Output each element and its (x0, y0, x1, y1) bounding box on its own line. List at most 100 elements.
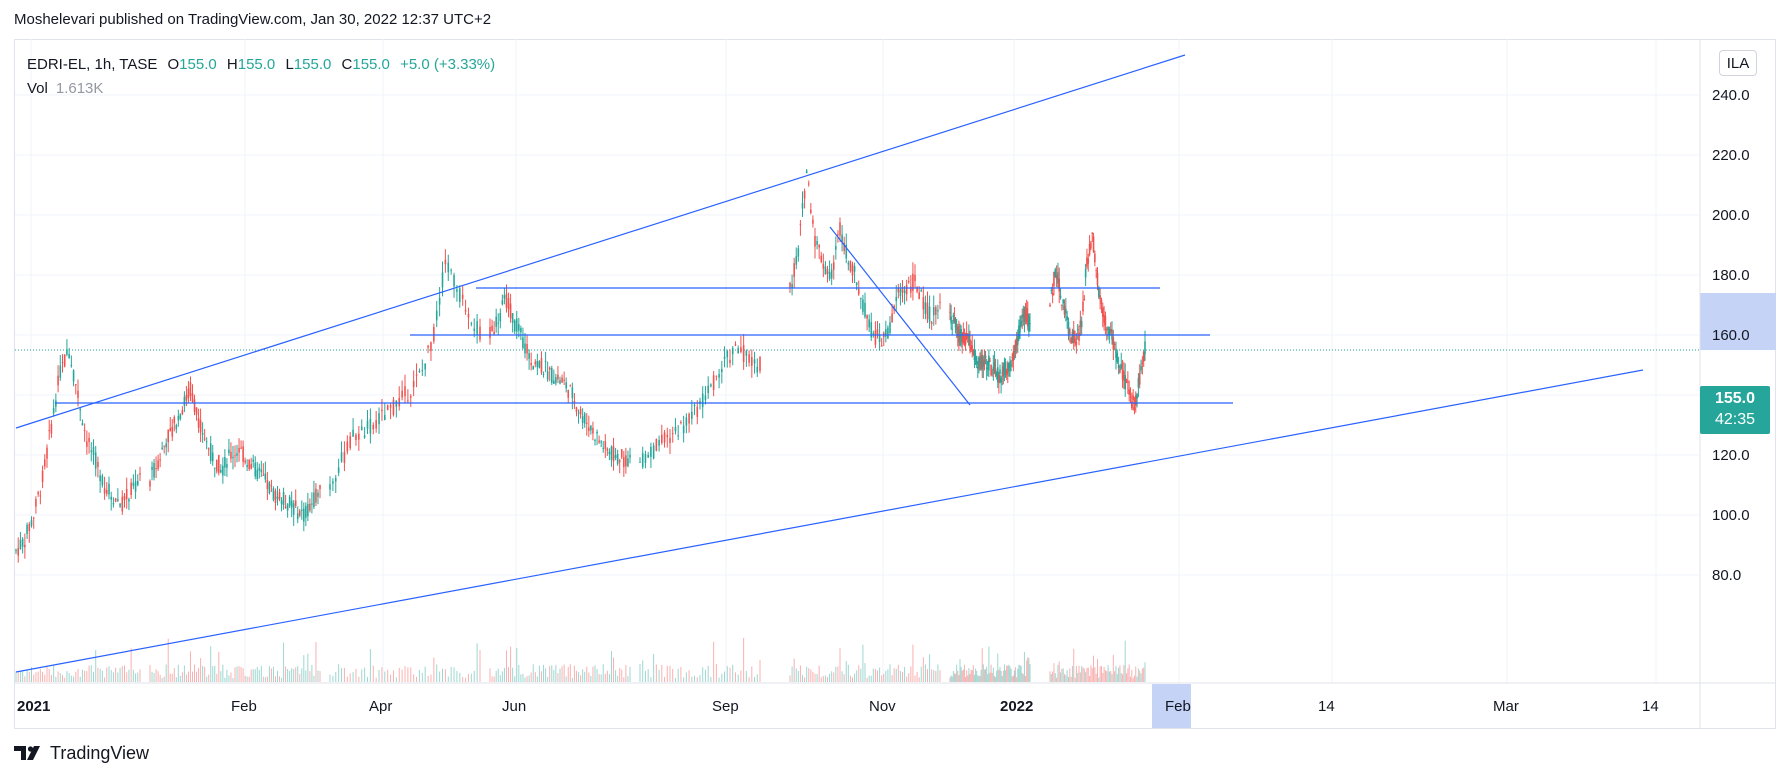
volume-bar (104, 677, 106, 682)
candle-body (427, 345, 429, 348)
volume-bar (1058, 661, 1060, 682)
candle-body (745, 350, 748, 356)
candle-body (581, 416, 584, 423)
volume-bar (512, 667, 514, 682)
volume-bar (1100, 665, 1102, 682)
volume-bar (872, 668, 874, 682)
currency-button[interactable]: ILA (1719, 50, 1757, 76)
candle-body (663, 432, 666, 443)
candle-body (183, 396, 186, 406)
candle-body (899, 289, 902, 297)
candle-body (224, 457, 226, 468)
legend-symbol[interactable]: EDRI-EL, 1h, TASE (27, 56, 158, 73)
volume-bar (1094, 667, 1096, 682)
candle-body (880, 345, 883, 347)
candle-body (723, 356, 726, 359)
candle-body (495, 316, 497, 327)
candle-body (1096, 272, 1099, 285)
candle-body (334, 478, 337, 482)
legend-close-label: C (341, 56, 353, 73)
volume-bar (555, 664, 557, 682)
volume-bar (524, 677, 526, 682)
candle-body (866, 315, 868, 319)
volume-bar (715, 664, 717, 682)
volume-bar (538, 665, 540, 682)
upper-channel-line[interactable] (15, 54, 1186, 429)
volume-bar (1132, 677, 1134, 682)
volume-bar (252, 669, 254, 682)
candle-body (996, 367, 999, 383)
candle-body (363, 435, 366, 438)
volume-bar (931, 669, 933, 682)
candle-body (876, 329, 879, 335)
candle-body (1062, 299, 1064, 304)
candle-body (538, 361, 541, 368)
candle-body (857, 289, 860, 295)
candle-body (534, 361, 537, 365)
legend-volume-label[interactable]: Vol (27, 80, 48, 97)
candle-body (222, 465, 224, 476)
candle-body (1080, 320, 1083, 328)
volume-bar (534, 672, 536, 682)
candle-body (66, 349, 68, 355)
volume-bar (106, 667, 108, 682)
volume-bar (814, 673, 816, 682)
candle-body (121, 496, 124, 512)
candle-body (1095, 270, 1097, 272)
candle-body (46, 447, 48, 459)
candle-body (218, 455, 220, 473)
footer-branding[interactable]: TradingView (14, 742, 149, 764)
volume-bar (173, 668, 175, 682)
volume-bar (962, 669, 964, 682)
lower-channel-line[interactable] (15, 369, 1644, 673)
volume-bar (31, 667, 32, 682)
legend-high-value: 155.0 (237, 56, 276, 73)
volume-bar (171, 673, 173, 682)
candle-body (199, 420, 202, 433)
volume-bar (204, 666, 206, 682)
candle-body (1133, 407, 1136, 411)
candle-body (226, 464, 228, 468)
volume-bar (602, 664, 604, 682)
volume-bar (367, 677, 368, 682)
volume-bar (230, 672, 232, 682)
candle-body (252, 459, 255, 462)
volume-bar (1115, 665, 1117, 682)
candle-body (935, 307, 937, 315)
descending-trend-line[interactable] (829, 226, 971, 406)
volume-bar (450, 666, 452, 682)
candle-body (966, 340, 969, 343)
candle-body (960, 329, 962, 338)
candle-body (254, 462, 257, 477)
candle-body (932, 307, 935, 316)
volume-bar (536, 676, 538, 682)
candle-body (290, 500, 293, 508)
candle-body (352, 429, 354, 437)
candle-body (983, 359, 986, 365)
candle-body (272, 488, 275, 500)
volume-bar (361, 669, 363, 682)
volume-bar (307, 653, 309, 682)
volume-bar (319, 671, 321, 682)
candle-body (1098, 287, 1100, 297)
volume-bar (453, 667, 455, 682)
volume-bar (139, 669, 141, 682)
chart-frame[interactable] (14, 39, 1776, 729)
volume-bar (968, 668, 970, 682)
volume-bar (829, 673, 831, 682)
candle-body (381, 409, 383, 412)
candle-body (35, 499, 37, 507)
candle-body (988, 355, 990, 371)
volume-bar (287, 669, 289, 682)
volume-bar (495, 670, 497, 682)
volume-bar (1028, 658, 1030, 682)
volume-bar (1053, 663, 1055, 682)
volume-bar (877, 670, 878, 682)
volume-bar (1026, 660, 1028, 682)
volume-bar (734, 672, 736, 682)
candle-body (201, 433, 204, 435)
candle-body (550, 367, 553, 383)
volume-bar (732, 664, 734, 682)
volume-bar (677, 668, 679, 682)
